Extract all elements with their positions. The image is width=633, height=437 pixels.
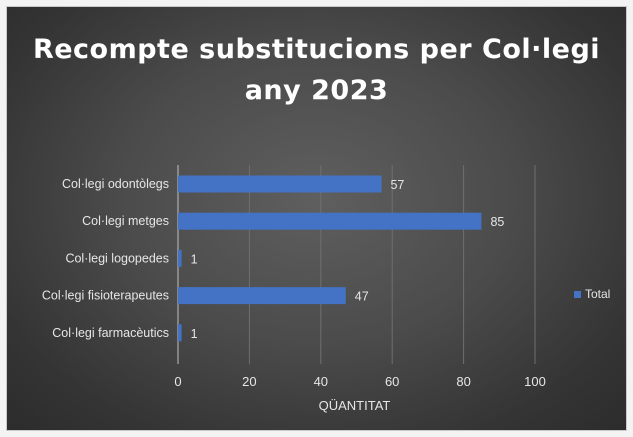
category-label: Col·legi logopedes xyxy=(65,251,169,265)
x-tick-label: 60 xyxy=(385,374,399,389)
data-label: 57 xyxy=(390,178,404,192)
legend-label: Total xyxy=(585,287,611,301)
bar xyxy=(178,287,346,305)
legend: Total xyxy=(574,287,610,301)
x-tick-label: 100 xyxy=(524,374,546,389)
category-label: Col·legi farmacèutics xyxy=(52,326,169,340)
bar xyxy=(178,249,182,267)
legend-swatch xyxy=(574,290,581,298)
data-label: 47 xyxy=(355,290,369,304)
bar xyxy=(178,212,482,230)
bar-series xyxy=(178,175,482,342)
x-tick-label: 20 xyxy=(242,374,256,389)
labels: 0 20 40 60 80 100 Col·legi odontòlegs 57 Col·leg… xyxy=(42,177,546,389)
bar-chart-plot: 0 20 40 60 80 100 Col·legi odontòlegs 57 Col·leg… xyxy=(42,165,546,413)
x-tick-label: 80 xyxy=(456,374,470,389)
bar xyxy=(178,324,182,342)
category-label: Col·legi metges xyxy=(82,214,169,228)
x-tick-label: 40 xyxy=(314,374,328,389)
chart-title-line-2: any 2023 xyxy=(244,75,389,106)
gridlines xyxy=(248,165,536,364)
category-label: Col·legi odontòlegs xyxy=(62,177,169,191)
chart-title-line-1: Recompte substitucions per Col·legi xyxy=(32,34,601,65)
data-label: 1 xyxy=(191,327,198,341)
category-label: Col·legi fisioterapeutes xyxy=(42,289,169,303)
data-label: 85 xyxy=(490,215,504,229)
chart-area: Recompte substitucions per Col·legi any … xyxy=(6,6,627,431)
chart-title: Recompte substitucions per Col·legi any … xyxy=(7,29,626,111)
bar xyxy=(178,175,382,193)
x-axis-title: QÜANTITAT xyxy=(319,398,391,413)
data-label: 1 xyxy=(191,252,198,266)
x-tick-label: 0 xyxy=(174,374,181,389)
